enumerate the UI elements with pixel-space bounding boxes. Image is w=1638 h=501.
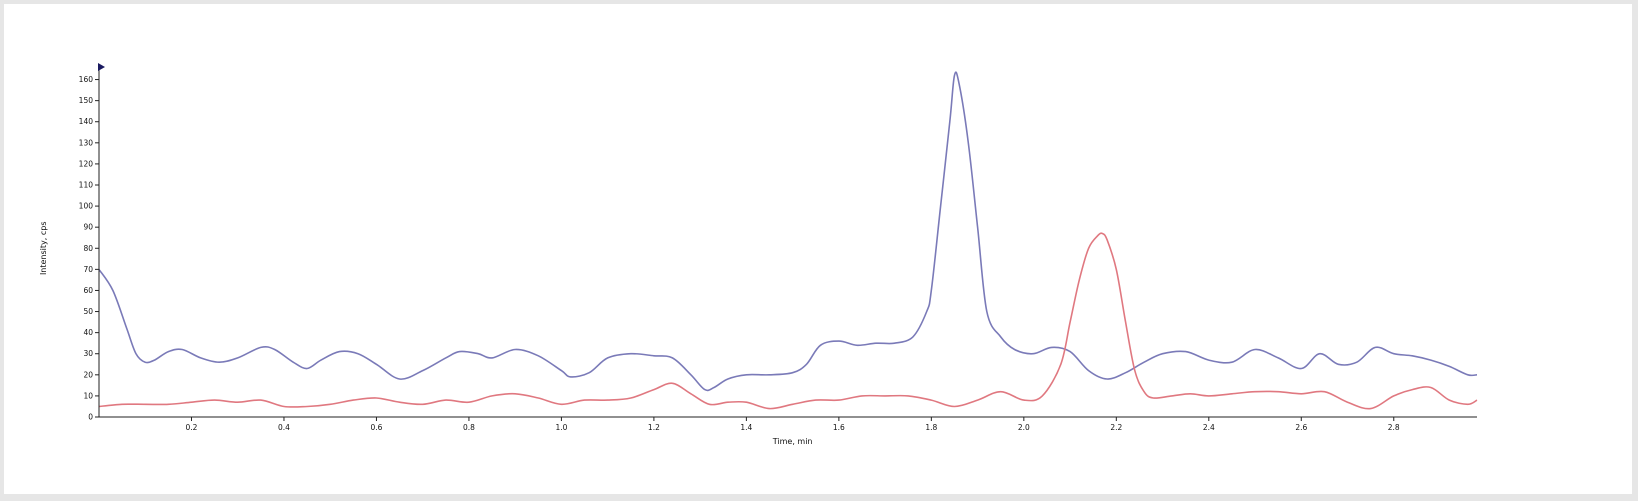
x-tick-label: 2.6 bbox=[1295, 423, 1307, 432]
y-tick-label: 70 bbox=[83, 265, 93, 274]
chromatogram-chart: 0 10 20 30 40 50 60 70 80 90 100 110 120 130 140 150 160… bbox=[39, 63, 1478, 446]
axes-layer bbox=[98, 63, 1477, 418]
y-tick-label: 140 bbox=[79, 117, 94, 126]
y-ticks: 0 10 20 30 40 50 60 70 80 90 100 110 120 130 140 150 160 bbox=[79, 75, 99, 422]
y-tick-label: 90 bbox=[83, 223, 93, 232]
x-axis-title: Time, min bbox=[772, 437, 813, 446]
y-tick-label: 20 bbox=[83, 370, 93, 379]
y-tick-label: 10 bbox=[83, 391, 93, 400]
y-tick-label: 150 bbox=[79, 96, 94, 105]
y-tick-label: 0 bbox=[88, 413, 93, 422]
y-tick-label: 80 bbox=[83, 244, 93, 253]
y-tick-label: 60 bbox=[83, 286, 93, 295]
x-tick-label: 0.8 bbox=[463, 423, 475, 432]
y-tick-label: 160 bbox=[79, 75, 94, 84]
y-tick-label: 30 bbox=[83, 349, 93, 358]
y-axis-title: Intensity, cps bbox=[39, 221, 48, 275]
x-tick-label: 2.2 bbox=[1110, 423, 1122, 432]
chart-panel: 0 10 20 30 40 50 60 70 80 90 100 110 120 130 140 150 160… bbox=[4, 4, 1632, 494]
series-layer bbox=[98, 71, 1478, 410]
y-tick-label: 120 bbox=[79, 159, 94, 168]
y-tick-label: 110 bbox=[79, 181, 94, 190]
x-tick-label: 1.0 bbox=[555, 423, 567, 432]
x-tick-label: 1.6 bbox=[833, 423, 845, 432]
x-tick-label: 2.4 bbox=[1203, 423, 1215, 432]
x-tick-label: 1.8 bbox=[925, 423, 937, 432]
x-tick-label: 0.2 bbox=[186, 423, 198, 432]
y-tick-label: 50 bbox=[83, 307, 93, 316]
y-axis-marker-icon bbox=[98, 63, 105, 71]
y-tick-label: 100 bbox=[79, 202, 94, 211]
y-tick-label: 130 bbox=[79, 138, 94, 147]
x-tick-label: 1.2 bbox=[648, 423, 660, 432]
x-tick-label: 2.8 bbox=[1388, 423, 1400, 432]
series-line-2 bbox=[98, 232, 1478, 410]
x-ticks: 0.2 0.4 0.6 0.8 1.0 1.2 1.4 1.6 1.8 2.0 2.2 2.4 2.6 2… bbox=[186, 417, 1400, 432]
x-tick-label: 0.4 bbox=[278, 423, 290, 432]
y-tick-label: 40 bbox=[83, 328, 93, 337]
x-tick-label: 2.0 bbox=[1018, 423, 1030, 432]
x-tick-label: 0.6 bbox=[370, 423, 382, 432]
series-line-1 bbox=[98, 71, 1478, 392]
x-tick-label: 1.4 bbox=[740, 423, 752, 432]
